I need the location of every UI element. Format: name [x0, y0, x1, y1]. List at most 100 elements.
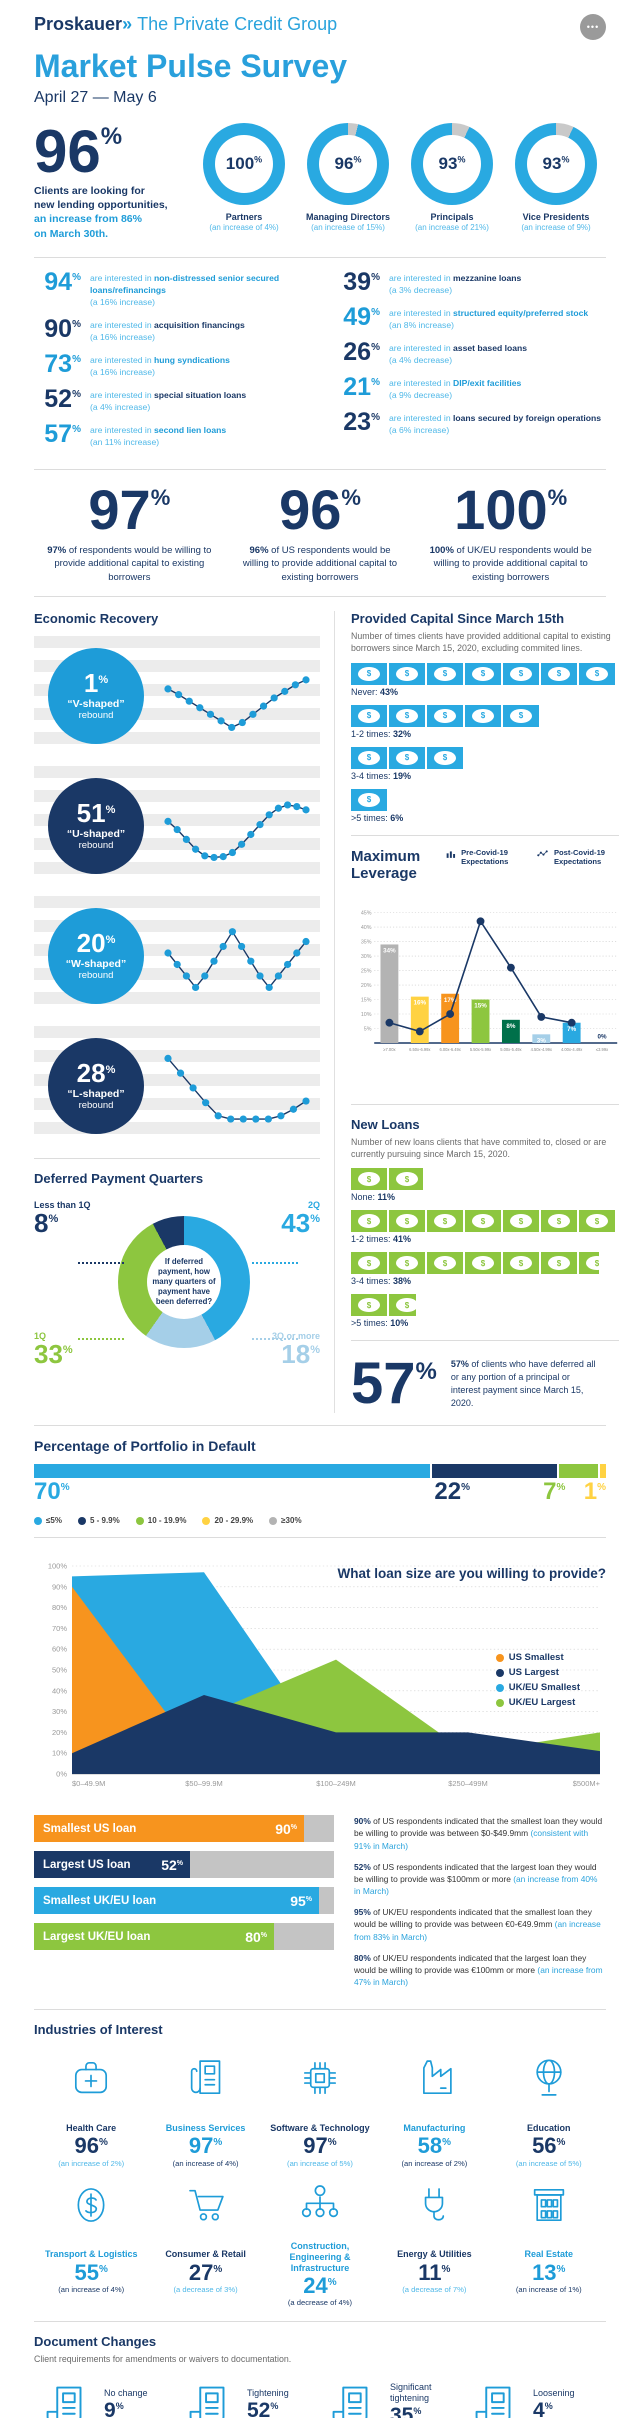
interest-item: 90% are interested in acquisition financi… — [34, 314, 307, 343]
money-segment: $ — [389, 746, 425, 769]
default-value-1: 22% — [434, 1478, 470, 1506]
loan-size-legend-item: US Largest — [495, 1667, 580, 1678]
money-segment: $ — [427, 1252, 463, 1275]
dollar-icon: $ — [434, 1256, 456, 1271]
money-bar: $ $ $ — [351, 746, 469, 769]
svg-text:$500M+: $500M+ — [573, 1779, 601, 1788]
doc-change-pct: 52% — [247, 2398, 279, 2418]
rebound-circle: 1% “V-shaped” rebound — [48, 647, 144, 744]
svg-text:0%: 0% — [56, 1770, 67, 1779]
lending-caption-line: on March 30th. — [34, 227, 109, 240]
industry-1: Business Services 97% (an increase of 4%) — [148, 2043, 262, 2169]
money-segment: $ — [389, 1294, 417, 1317]
deferred-label-br: 3Q or more 18% — [271, 1330, 320, 1369]
ring-label: Principals — [430, 212, 474, 222]
industry-pct: 97% — [188, 2133, 223, 2159]
industry-name: Business Services — [165, 2123, 246, 2134]
doc-change-2: Significant tightening 35% — [320, 2374, 463, 2418]
interest-text: are interested in DIP/exit facilities (a … — [389, 377, 522, 400]
dollar-icon: $ — [510, 666, 532, 681]
dollar-icon: $ — [472, 708, 494, 723]
doc-change-label: Tightening — [247, 2387, 289, 2398]
svg-text:60%: 60% — [52, 1645, 67, 1654]
industry-8: Energy & Utilities 11% (a decrease of 7%) — [377, 2170, 491, 2310]
dollar-icon: $ — [396, 708, 418, 723]
header: Proskauer» The Private Credit Group ••• — [34, 0, 606, 40]
industry-4: Education 56% (an increase of 5%) — [492, 2043, 606, 2169]
svg-text:35%: 35% — [361, 939, 372, 945]
provided-capital-chart: $ $ $ $ $ $ $ Never: 43% $ $ $ $ $1-2 times: 32% $ $ $3… — [351, 662, 619, 823]
dollar-icon: $ — [434, 750, 456, 765]
money-segment: $ — [541, 1210, 577, 1233]
proskauer-logo: Proskauer» The Private Credit Group — [34, 14, 337, 35]
loan-note-2: 95% of UK/EU respondents indicated that … — [354, 1907, 601, 1942]
loan-bar-2: Smallest UK/EU loan 95% — [34, 1887, 334, 1915]
dollar-icon: $ — [472, 1214, 494, 1229]
industry-2: Software & Technology 97% (an increase of … — [263, 2043, 377, 2169]
portfolio-default-legend: ≤5% 5 - 9.9% 10 - 19.9% 20 - 29.9% ≥30% — [34, 1516, 606, 1525]
svg-text:5.00x-5.49x: 5.00x-5.49x — [500, 1047, 521, 1052]
interest-pct: 90% — [44, 314, 81, 343]
svg-text:20%: 20% — [361, 982, 372, 988]
more-menu-button[interactable]: ••• — [580, 14, 606, 40]
pre-covid-legend: Pre-Covid-19 Expectations — [446, 848, 524, 868]
money-segment: $ — [389, 662, 425, 685]
dollar-icon: $ — [586, 1256, 600, 1271]
ring-donut: 96% — [307, 123, 389, 205]
industry-caption: (a decrease of 4%) — [287, 2298, 353, 2308]
dollar-icon: $ — [396, 1214, 418, 1229]
industry-pct: 97% — [303, 2133, 337, 2159]
svg-text:45%: 45% — [361, 910, 372, 916]
role-rings: 100% Partners (an increase of 4%) 96% Managi… — [194, 123, 606, 241]
dollar-icon: $ — [358, 666, 380, 681]
default-segment-2 — [558, 1464, 599, 1479]
industry-caption: (an increase of 4%) — [172, 2158, 239, 2168]
ring-sub: (an increase of 9%) — [521, 223, 591, 232]
svg-text:6.50x-6.99x: 6.50x-6.99x — [409, 1047, 430, 1052]
health-icon — [36, 2051, 146, 2110]
money-segment: $ — [351, 662, 387, 685]
money-segment: $ — [541, 662, 577, 685]
money-row-3: $ $ >5 times: 10% — [351, 1294, 619, 1328]
industry-0: Health Care 96% (an increase of 2%) — [34, 2043, 148, 2169]
money-segment: $ — [427, 704, 463, 727]
dollar-icon: $ — [548, 666, 570, 681]
money-bar: $ $ $ $ $ $ $ — [351, 1210, 619, 1233]
money-segment: $ — [351, 1294, 387, 1317]
interest-pct: 26% — [343, 337, 380, 366]
legend-dot — [495, 1698, 504, 1707]
industry-pct: 24% — [303, 2273, 337, 2299]
dollar-icon: $ — [472, 1256, 494, 1271]
rebound-1: 51% “U-shaped” rebound — [34, 765, 320, 886]
dollar-icon: $ — [358, 1214, 380, 1229]
money-segment: $ — [427, 1210, 463, 1233]
interest-item: 39% are interested in mezzanine loans (a 3… — [333, 269, 606, 296]
capital-willing-2: 100% 100% of UK/EU respondents would be w… — [415, 482, 606, 584]
divider — [34, 1537, 606, 1539]
ring-value: 100% — [225, 154, 263, 173]
money-segment: $ — [427, 662, 463, 685]
money-segment: $ — [351, 788, 387, 811]
interest-item: 23% are interested in loans secured by fo… — [333, 409, 606, 436]
construction-icon — [265, 2178, 375, 2237]
ring-value: 93% — [542, 154, 570, 173]
leverage-legend: Pre-Covid-19 Expectations Post-Covid-19 E… — [446, 848, 619, 868]
default-legend-4: ≥30% — [269, 1516, 302, 1525]
new-loans-chart: $ $ None: 11% $ $ $ $ $ $ $1-2 times: 41% $ $ $ $ $ $ $3… — [351, 1168, 619, 1328]
money-row-1: $ $ $ $ $ $ $1-2 times: 41% — [351, 1210, 619, 1244]
industry-9: Real Estate 13% (an increase of 1%) — [492, 2170, 606, 2310]
doc-change-text: No change 9% — [104, 2388, 148, 2418]
money-row-2: $ $ $3-4 times: 19% — [351, 746, 619, 781]
new-loans-desc: Number of new loans clients that have co… — [351, 1136, 607, 1159]
money-label: 3-4 times: 38% — [351, 1276, 412, 1287]
leader-dots — [78, 1337, 124, 1340]
role-ring-1: 96% Managing Directors (an increase of 15%… — [298, 123, 398, 241]
deferred-donut-chart: If deferred payment, how many quarters o… — [34, 1198, 320, 1368]
capital-willing-pct: 97% — [88, 478, 171, 542]
money-bar: $ $ $ $ $ — [351, 704, 550, 727]
money-label: 3-4 times: 19% — [351, 770, 412, 781]
lending-caption-line: Clients are looking for — [34, 185, 145, 197]
ring-hole: 93% — [527, 135, 585, 193]
industry-pct: 58% — [417, 2133, 452, 2159]
loan-bar-fill: Smallest UK/EU loan 95% — [34, 1887, 319, 1915]
